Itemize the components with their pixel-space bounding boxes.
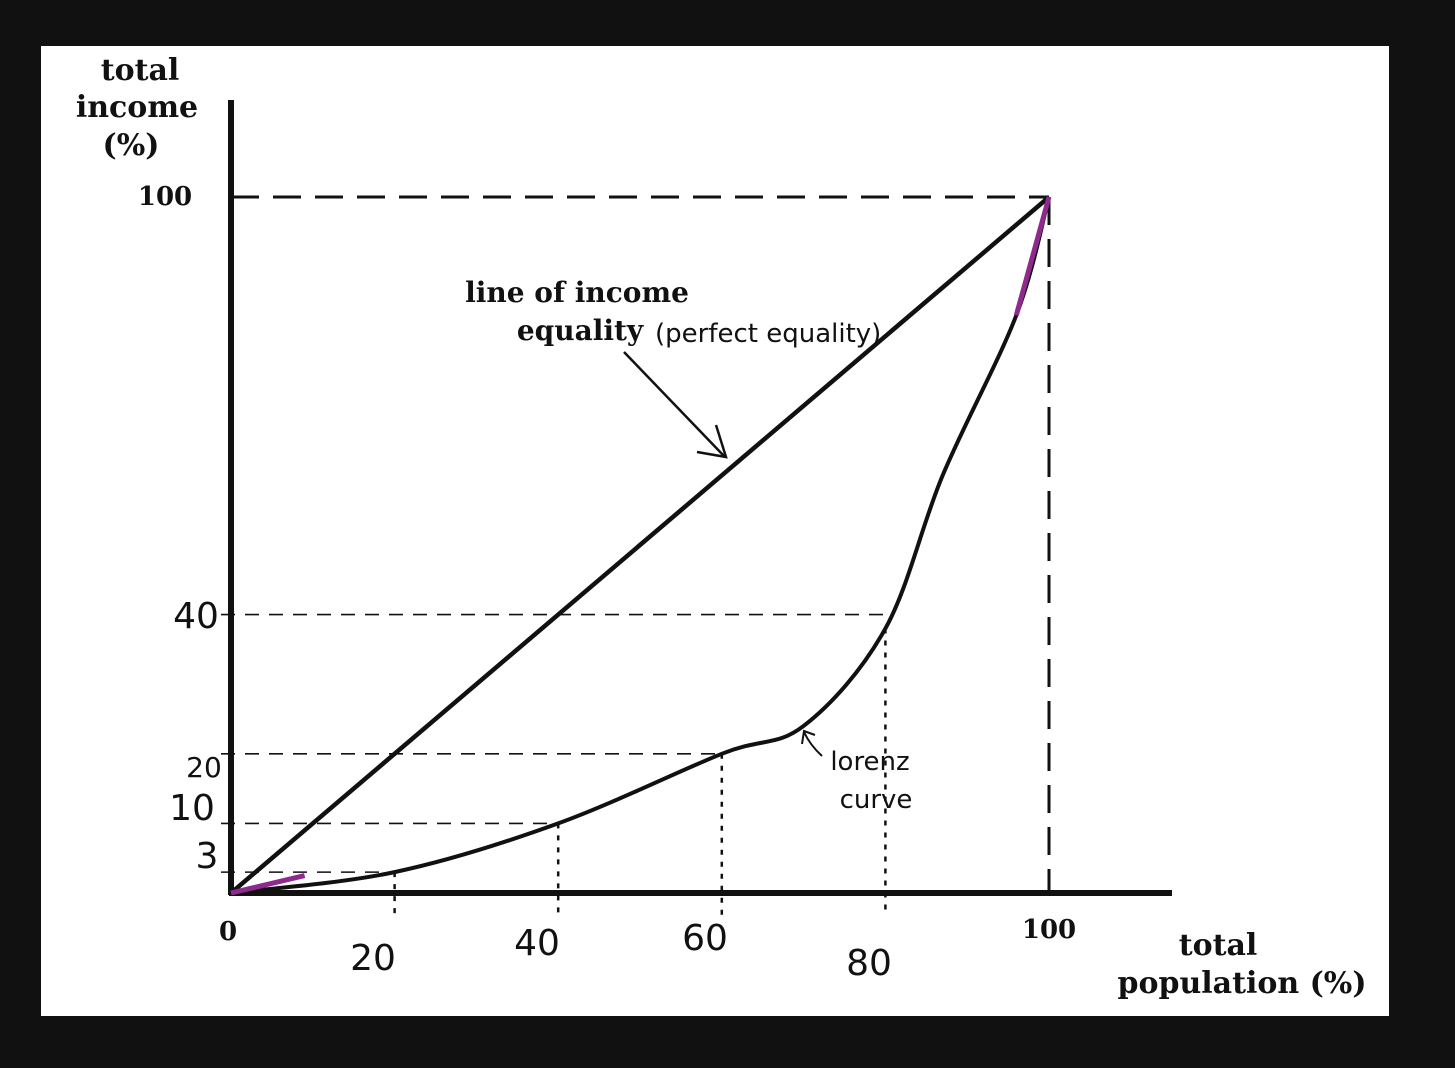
lorenz-start-highlight — [230, 873, 306, 896]
equality-label-line-2: equality — [517, 314, 644, 347]
x-tick-100: 100 — [1022, 915, 1076, 945]
series-group — [229, 195, 1052, 896]
x-hand-tick-60: 60 — [682, 918, 728, 959]
y-hand-tick-3: 3 — [196, 836, 219, 877]
y-axis-label-line-3: (%) — [103, 128, 160, 163]
lorenz-label-line-1: lorenz — [830, 747, 909, 777]
x-axis-label-line-2: population (%) — [1117, 966, 1366, 1001]
equality-note: (perfect equality) — [655, 319, 881, 349]
equality-label-line-1: line of income — [465, 276, 689, 309]
y-hand-tick-10: 10 — [169, 788, 215, 829]
axes — [228, 100, 1172, 896]
lorenz-end-highlight — [1013, 196, 1052, 316]
y-hand-tick-40: 40 — [173, 596, 219, 637]
x-hand-tick-80: 80 — [846, 943, 892, 984]
lorenz-arrow-icon — [801, 729, 823, 757]
equality-arrow-icon — [623, 351, 728, 459]
x-hand-tick-40: 40 — [514, 923, 560, 964]
guide-lines — [221, 613, 887, 915]
x-hand-tick-20: 20 — [350, 938, 396, 979]
inner-frame — [41, 46, 1389, 1016]
labels-group: total income (%) total population (%) 10… — [76, 53, 1367, 1001]
x-axis-label-line-1: total — [1179, 928, 1258, 963]
lorenz-curve — [230, 196, 1051, 895]
y-hand-tick-20: 20 — [186, 751, 222, 784]
y-axis-label-line-1: total — [101, 53, 180, 88]
y-tick-100: 100 — [138, 182, 192, 212]
x-tick-0: 0 — [219, 917, 237, 947]
y-axis-label-line-2: income — [76, 90, 198, 125]
equality-line — [229, 195, 1051, 895]
lorenz-label-line-2: curve — [840, 785, 913, 815]
